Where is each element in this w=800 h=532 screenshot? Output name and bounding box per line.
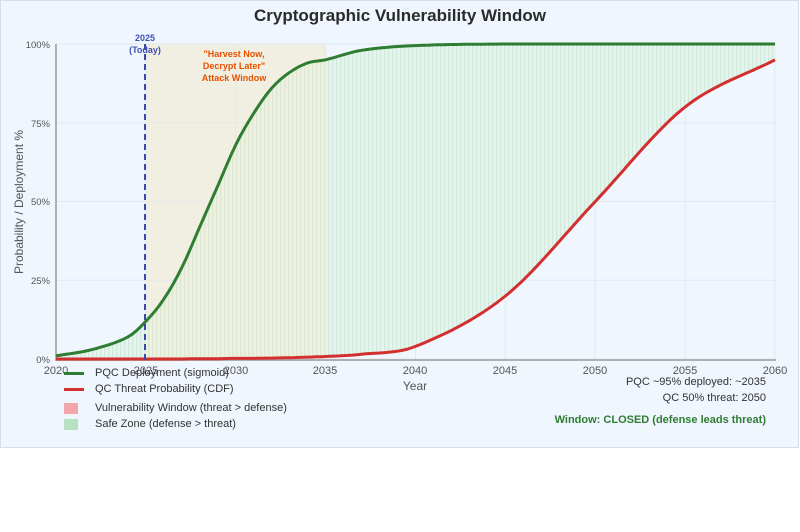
legend-item-pqc: PQC Deployment (sigmoid) — [64, 365, 287, 381]
hndl-label-line1: "Harvest Now, — [204, 49, 265, 59]
x-tick-2045: 2045 — [493, 365, 517, 377]
y-tick-100: 100% — [26, 40, 51, 51]
legend-item-safe: Safe Zone (defense > threat) — [64, 416, 287, 432]
x-tick-2055: 2055 — [673, 365, 697, 377]
x-tick-2035: 2035 — [313, 365, 337, 377]
qc-threat-curve — [56, 58, 776, 361]
legend-label-safe: Safe Zone (defense > threat) — [95, 418, 236, 430]
x-tick-2060: 2060 — [763, 365, 787, 377]
legend-item-vulnerability: Vulnerability Window (threat > defense) — [64, 400, 287, 416]
legend-swatch-qc — [64, 387, 84, 391]
legend-swatch-safe — [64, 418, 78, 430]
today-marker-year: 2025 — [135, 33, 155, 43]
x-axis-label: Year — [403, 379, 427, 393]
y-tick-25: 25% — [31, 276, 51, 287]
note-qc: QC 50% threat: 2050 — [662, 392, 766, 404]
legend-swatch-vulnerability — [64, 402, 78, 414]
hndl-label-line3: Attack Window — [202, 73, 267, 83]
x-tick-2050: 2050 — [583, 365, 607, 377]
y-tick-0: 0% — [36, 355, 50, 366]
today-marker-label: (Today) — [129, 45, 161, 55]
y-axis-label: Probability / Deployment % — [12, 130, 26, 274]
x-tick-2040: 2040 — [403, 365, 427, 377]
pqc-deployment-curve — [55, 42, 775, 358]
summary-notes: PQC ~95% deployed: ~2035 QC 50% threat: … — [555, 374, 766, 428]
legend-label-pqc: PQC Deployment (sigmoid) — [95, 367, 229, 379]
x-tick-2025: 2025 — [134, 365, 158, 377]
legend: PQC Deployment (sigmoid) QC Threat Proba… — [64, 365, 287, 432]
y-tick-50: 50% — [31, 197, 51, 208]
legend-label-vulnerability: Vulnerability Window (threat > defense) — [95, 402, 287, 414]
legend-swatch-pqc — [64, 371, 84, 375]
y-tick-75: 75% — [31, 119, 51, 130]
chart-title: Cryptographic Vulnerability Window — [253, 6, 546, 25]
legend-label-qc: QC Threat Probability (CDF) — [95, 383, 234, 395]
x-tick-2020: 2020 — [44, 365, 68, 377]
hndl-safe-fill — [145, 59, 326, 360]
note-pqc: PQC ~95% deployed: ~2035 — [625, 376, 766, 388]
hndl-label-line2: Decrypt Later" — [203, 61, 265, 71]
legend-item-qc: QC Threat Probability (CDF) — [64, 381, 287, 397]
window-status: Window: CLOSED (defense leads threat) — [554, 414, 766, 426]
x-tick-2030: 2030 — [224, 365, 248, 377]
